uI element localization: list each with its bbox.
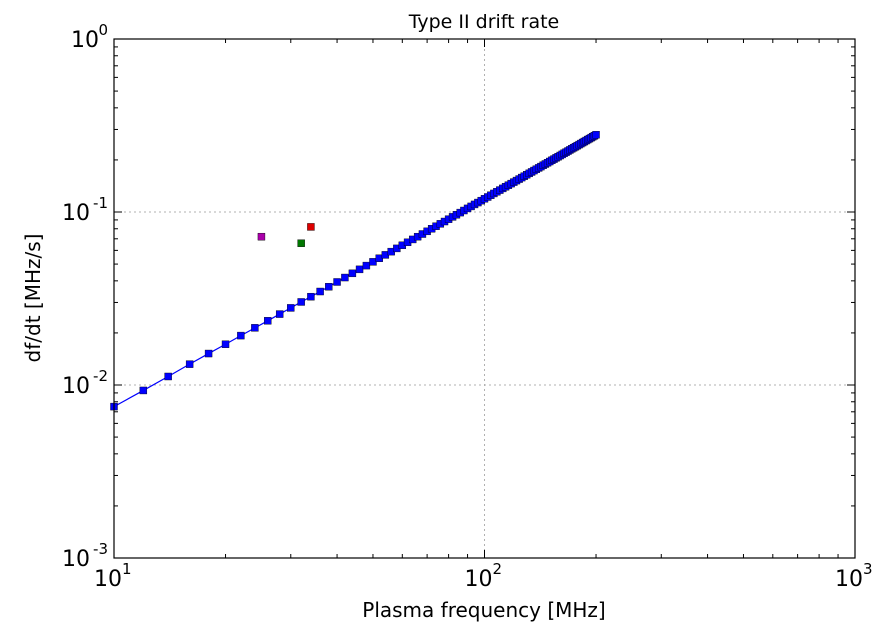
x-tick-exponent: 1 (122, 560, 132, 578)
data-point (362, 261, 371, 270)
y-axis-label: df/dt [MHz/s] (21, 234, 45, 363)
y-tick-exponent: -3 (93, 540, 108, 558)
data-point (307, 292, 315, 301)
y-tick-exponent: -1 (93, 194, 108, 212)
data-point (139, 386, 148, 395)
x-tick-label: 10 (835, 567, 863, 592)
data-point (221, 340, 230, 348)
data-point (297, 298, 305, 306)
data-point (185, 360, 194, 368)
data-point (297, 239, 305, 247)
chart-title: Type II drift rate (408, 11, 560, 33)
y-tick-label: 10 (71, 28, 99, 53)
data-point (325, 283, 333, 291)
x-tick-label: 10 (465, 567, 493, 592)
data-point (264, 317, 272, 325)
grid (113, 38, 856, 559)
data-point (287, 304, 295, 312)
data-point (316, 287, 324, 296)
data-point (275, 310, 284, 318)
y-tick-label: 10 (62, 547, 90, 572)
data-point (355, 265, 364, 274)
data-point (251, 324, 259, 332)
data-point (348, 269, 357, 278)
data-point (204, 349, 213, 358)
data-point (341, 273, 349, 282)
data-point (333, 278, 341, 286)
data-points (110, 131, 600, 411)
x-tick-exponent: 2 (493, 560, 503, 578)
x-axis-label: Plasma frequency [MHz] (362, 598, 605, 622)
data-point (237, 331, 245, 340)
y-tick-exponent: -2 (93, 367, 108, 385)
x-tick-exponent: 3 (863, 560, 873, 578)
data-point (257, 232, 266, 241)
data-point (307, 223, 315, 231)
data-point (164, 372, 172, 381)
y-tick-label: 10 (62, 201, 90, 226)
y-tick-label: 10 (62, 374, 90, 399)
y-tick-exponent: 0 (98, 21, 108, 39)
data-point (592, 131, 600, 139)
data-point (369, 258, 377, 266)
x-tick-label: 10 (94, 567, 122, 592)
